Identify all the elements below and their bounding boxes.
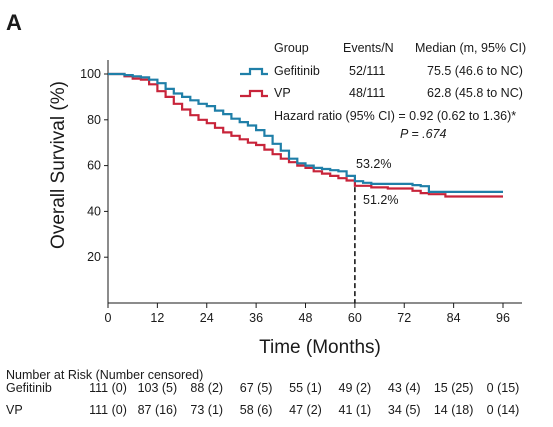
risk-cell: 87 (16) bbox=[137, 403, 178, 417]
risk-cell: 15 (25) bbox=[433, 381, 474, 395]
legend: Group Events/N Median (m, 95% CI) Gefiti… bbox=[240, 41, 526, 141]
risk-cell: 111 (0) bbox=[89, 403, 127, 417]
x-ticks: 0 12 24 36 48 60 72 84 96 bbox=[105, 303, 510, 325]
legend-median-gefitinib: 75.5 (46.6 to NC) bbox=[427, 64, 523, 78]
legend-name-vp: VP bbox=[274, 86, 291, 100]
risk-row-label-gefitinib: Gefitinib bbox=[6, 381, 52, 395]
series-line-vp bbox=[108, 72, 503, 198]
x-tick-label-12: 12 bbox=[150, 311, 164, 325]
risk-cell: 88 (2) bbox=[190, 381, 224, 395]
legend-header-median: Median (m, 95% CI) bbox=[415, 41, 526, 55]
x-tick-label-0: 0 bbox=[105, 311, 112, 325]
risk-cell: 41 (1) bbox=[338, 403, 372, 417]
x-tick-label-96: 96 bbox=[496, 311, 510, 325]
legend-header-group: Group bbox=[274, 41, 309, 55]
x-tick-label-84: 84 bbox=[447, 311, 461, 325]
x-tick-label-48: 48 bbox=[299, 311, 313, 325]
risk-cell: 0 (14) bbox=[486, 403, 520, 417]
series-line-gefitinib bbox=[108, 72, 503, 193]
risk-cell: 43 (4) bbox=[387, 381, 421, 395]
annotation-vp-60m: 51.2% bbox=[363, 193, 398, 207]
x-tick-label-72: 72 bbox=[397, 311, 411, 325]
risk-cell: 49 (2) bbox=[338, 381, 372, 395]
risk-cell: 73 (1) bbox=[190, 403, 224, 417]
legend-header-events: Events/N bbox=[343, 41, 394, 55]
panel-label: A bbox=[6, 10, 22, 35]
risk-cell: 0 (15) bbox=[486, 381, 520, 395]
km-chart: A 20 40 60 80 100 0 12 24 36 48 60 72 84 96 Overall … bbox=[6, 10, 526, 358]
legend-median-vp: 62.8 (45.8 to NC) bbox=[427, 86, 523, 100]
risk-cell: 58 (6) bbox=[239, 403, 273, 417]
risk-table-title: Number at Risk (Number censored) bbox=[6, 368, 204, 382]
y-tick-label-60: 60 bbox=[87, 159, 101, 173]
x-tick-label-36: 36 bbox=[249, 311, 263, 325]
y-ticks: 20 40 60 80 100 bbox=[80, 67, 108, 264]
y-axis-label: Overall Survival (%) bbox=[48, 81, 69, 249]
x-axis-label: Time (Months) bbox=[259, 337, 381, 358]
y-tick-label-100: 100 bbox=[80, 67, 101, 81]
x-tick-label-60: 60 bbox=[348, 311, 362, 325]
series-lines bbox=[108, 72, 503, 198]
p-value-text: P = .674 bbox=[400, 127, 446, 141]
risk-cell: 67 (5) bbox=[239, 381, 273, 395]
hazard-ratio-text: Hazard ratio (95% CI) = 0.92 (0.62 to 1.… bbox=[274, 109, 516, 123]
y-tick-label-40: 40 bbox=[87, 204, 101, 218]
risk-cell: 55 (1) bbox=[289, 381, 322, 395]
risk-cell: 34 (5) bbox=[387, 403, 421, 417]
x-tick-label-24: 24 bbox=[200, 311, 214, 325]
risk-cell: 47 (2) bbox=[289, 403, 322, 417]
risk-row-label-vp: VP bbox=[6, 403, 23, 417]
risk-cell: 111 (0) bbox=[89, 381, 127, 395]
annotation-gefitinib-60m: 53.2% bbox=[356, 157, 391, 171]
legend-name-gefitinib: Gefitinib bbox=[274, 64, 320, 78]
risk-cell: 103 (5) bbox=[137, 381, 178, 395]
legend-swatch-gefitinib bbox=[240, 67, 268, 76]
y-tick-label-20: 20 bbox=[87, 250, 101, 264]
y-tick-label-80: 80 bbox=[87, 113, 101, 127]
legend-events-gefitinib: 52/111 bbox=[349, 64, 385, 78]
risk-cell: 14 (18) bbox=[433, 403, 474, 417]
legend-events-vp: 48/111 bbox=[349, 86, 385, 100]
legend-swatch-vp bbox=[240, 89, 268, 98]
